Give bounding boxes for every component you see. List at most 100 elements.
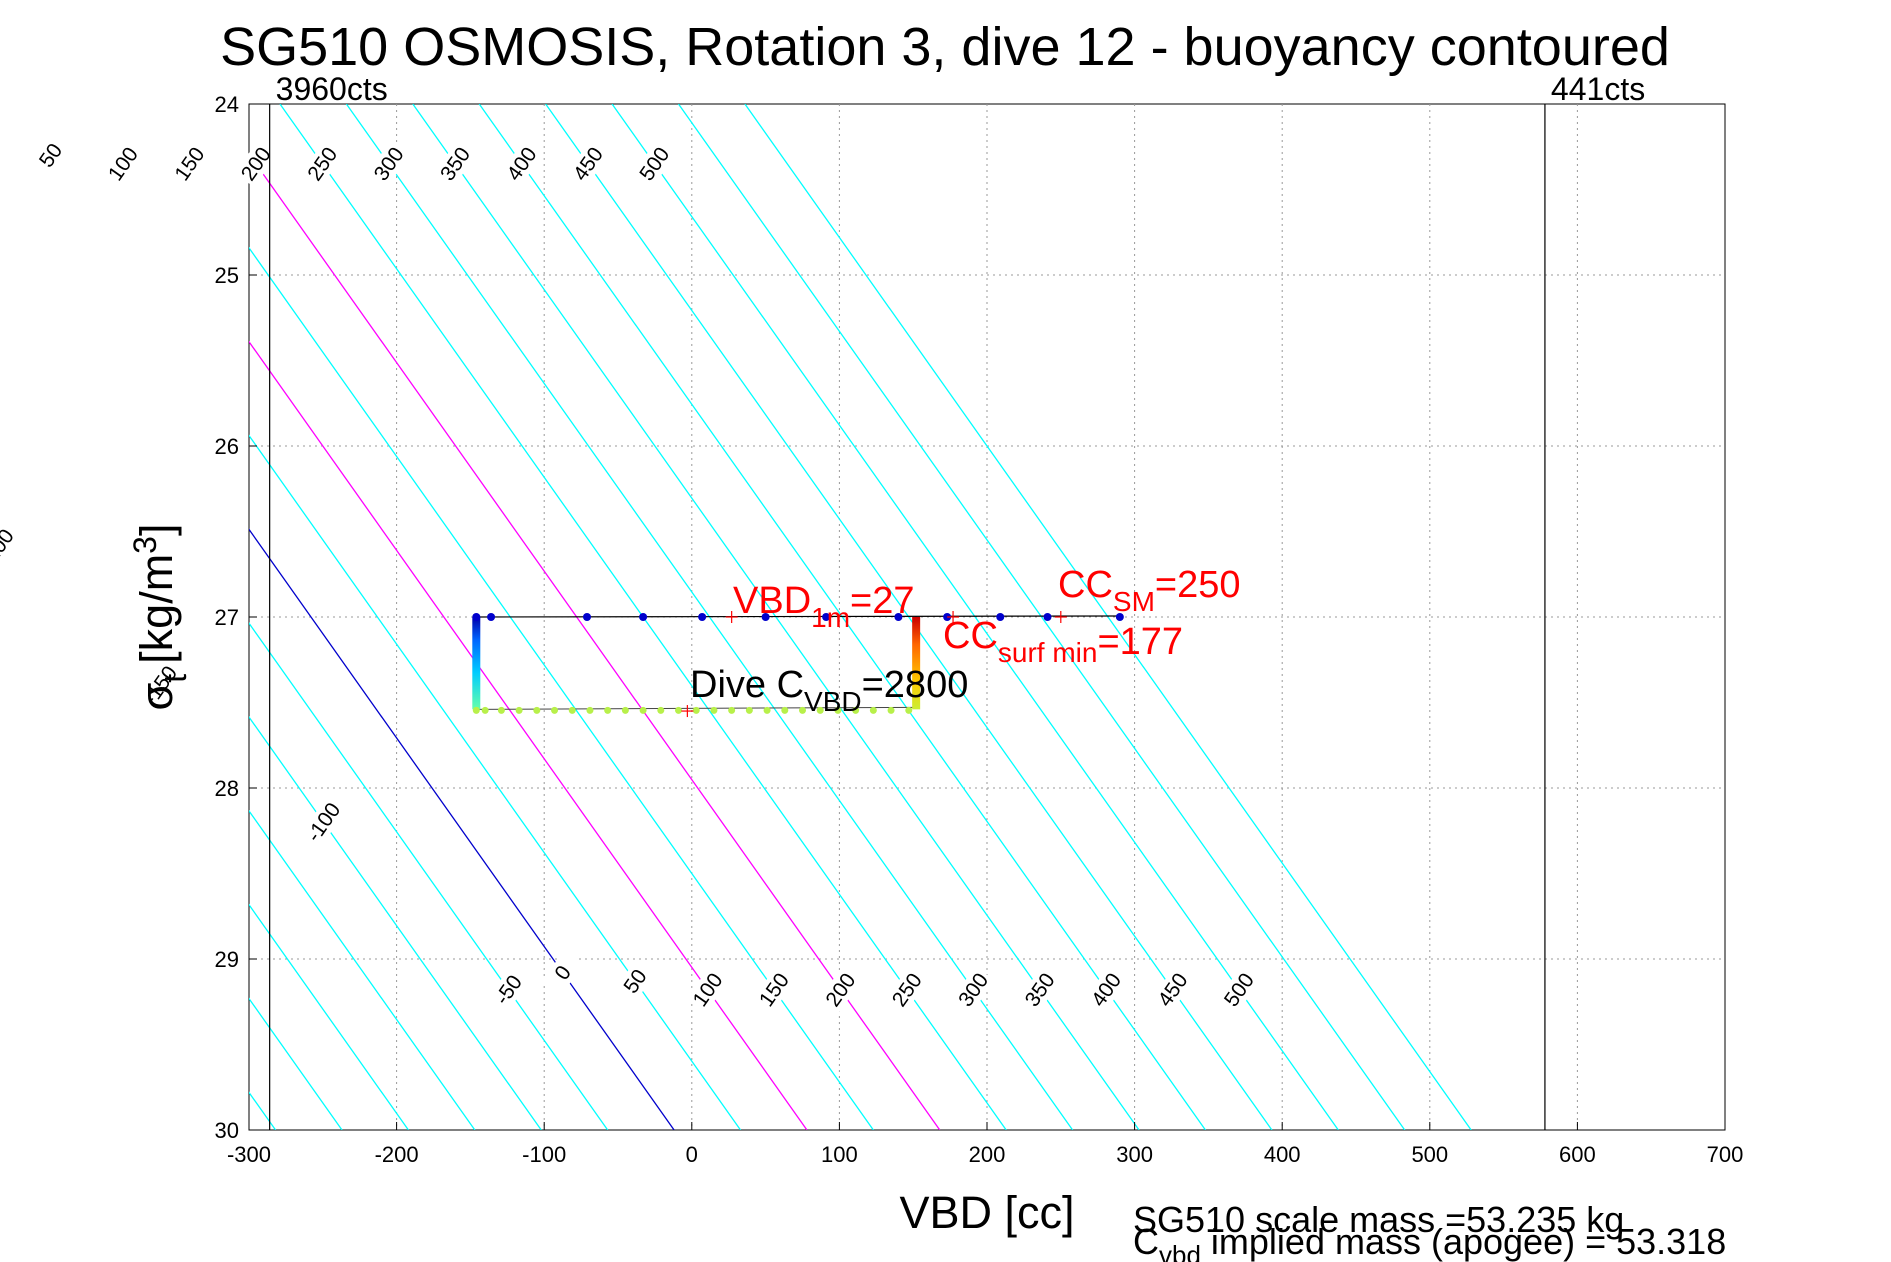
surface-point (894, 613, 903, 621)
contour-line--150 (249, 809, 476, 1130)
x-tick-label: 400 (1264, 1142, 1301, 1167)
bottom-point (497, 706, 505, 714)
surface-point (639, 613, 648, 621)
contour-label-bg (101, 140, 145, 188)
y-tick-label: 28 (215, 776, 239, 801)
chart-title: SG510 OSMOSIS, Rotation 3, dive 12 - buo… (220, 17, 1670, 77)
y-axis-label-unit-close: ] (131, 523, 182, 536)
y-axis-label: σt [kg/m3] (127, 523, 193, 710)
bottom-point (799, 706, 806, 714)
bottom-point (621, 706, 629, 714)
bottom-point (533, 706, 541, 714)
x-tick-label: 200 (969, 1142, 1006, 1167)
y-tick-label: 25 (215, 263, 239, 288)
contour-line-100 (249, 340, 808, 1130)
y-tick-label: 27 (215, 605, 239, 630)
bottom-point (887, 706, 895, 714)
surface-point (1115, 613, 1124, 621)
bottom-point (657, 706, 665, 714)
bottom-point (710, 706, 718, 714)
descent-segment (472, 617, 481, 710)
surface-point (472, 613, 481, 621)
contour-label-bg (613, 957, 657, 1005)
contour-label-bg (1084, 966, 1128, 1014)
surface-point (1043, 613, 1052, 621)
x-tick-label: 600 (1559, 1142, 1596, 1167)
bottom-point (515, 706, 523, 714)
markers (681, 611, 1067, 718)
bottom-point (472, 706, 480, 714)
surface-point (822, 613, 831, 621)
contour-label-bg (819, 966, 862, 1014)
annotation-vbd-1m: VBD1m=27 (733, 580, 915, 633)
bottom-point (604, 706, 612, 714)
contour-label-bg (168, 140, 211, 188)
contour-label-bg (1151, 966, 1194, 1014)
annotation-cc-surf-min: CCsurf min=177 (943, 615, 1183, 668)
limit-label-1: 441cts (1551, 71, 1645, 107)
x-tick-label: 300 (1116, 1142, 1153, 1167)
bottom-point (675, 706, 683, 714)
contour-label-bg (29, 132, 72, 179)
bottom-point (481, 706, 489, 714)
x-tick-label: -300 (227, 1142, 271, 1167)
y-tick-label: 30 (215, 1118, 239, 1143)
contour-label-bg (302, 798, 345, 846)
bottom-point (745, 706, 753, 714)
vbd-limit-lines: 3960cts 441cts (269, 71, 1645, 1130)
contour-line-500 (611, 104, 1339, 1130)
contour-label-bg (234, 140, 278, 188)
annotation-dive-cvbd: Dive CVBD=2800 (690, 664, 968, 717)
x-tick-label: 100 (821, 1142, 858, 1167)
contour-label-left--200: -200 (0, 525, 19, 573)
contour-label-bg (500, 140, 543, 188)
y-axis-label-base: σ (131, 683, 182, 711)
contour-label-bg (301, 140, 344, 188)
x-tick-label: 0 (686, 1142, 698, 1167)
contour-label-bg (566, 140, 610, 188)
annotation-cc-sm: CCSM=250 (1058, 564, 1240, 617)
contour-label-bg (1018, 966, 1062, 1014)
bottom-point (869, 706, 877, 714)
y-tick-label: 29 (215, 947, 239, 972)
y-axis-label-unit-sup: 3 (127, 536, 163, 554)
contour-label-bg (138, 662, 182, 709)
contour-label-bg (633, 140, 676, 188)
y-axis-label-unit: [kg/m (131, 554, 182, 664)
x-axis-label: VBD [cc] (899, 1187, 1074, 1238)
y-axis-label-sub: t (157, 674, 193, 683)
bottom-point (639, 706, 647, 714)
bottom-point (551, 706, 559, 714)
surface-point (698, 613, 707, 621)
x-tick-label: -200 (375, 1142, 419, 1167)
surface-point (583, 613, 592, 621)
footer-implied-mass: Cvbd implied mass (apogee) = 53.318 (1133, 1221, 1726, 1262)
bottom-point (568, 706, 576, 714)
contour-label-left--100: -100 (302, 799, 345, 847)
bottom-point (905, 706, 913, 714)
contour-line--50 (249, 622, 609, 1130)
x-tick-label: 500 (1411, 1142, 1448, 1167)
contour-line--200 (249, 903, 409, 1130)
bottom-point (692, 706, 700, 714)
surface-point (761, 613, 770, 621)
contour-label-bg (0, 525, 19, 572)
surface-point (487, 613, 496, 621)
svg-text:σt[kg/m3]: σt [kg/m3] (127, 523, 193, 710)
grid (249, 104, 1725, 1130)
contour-line-50 (249, 434, 742, 1130)
x-tick-label: 700 (1707, 1142, 1744, 1167)
bottom-point (852, 706, 860, 714)
contour-label-bg (686, 966, 730, 1014)
contour-label-bg (885, 966, 929, 1014)
contour-line-600 (744, 104, 1472, 1130)
contour-label-bg (487, 966, 530, 1014)
contour-line-550 (677, 104, 1406, 1130)
bottom-point (586, 706, 594, 714)
y-tick-label: 24 (215, 92, 239, 117)
contour-label-bg (952, 966, 995, 1014)
surface-point (996, 613, 1005, 621)
bottom-point (781, 706, 789, 714)
bottom-point (763, 706, 771, 714)
